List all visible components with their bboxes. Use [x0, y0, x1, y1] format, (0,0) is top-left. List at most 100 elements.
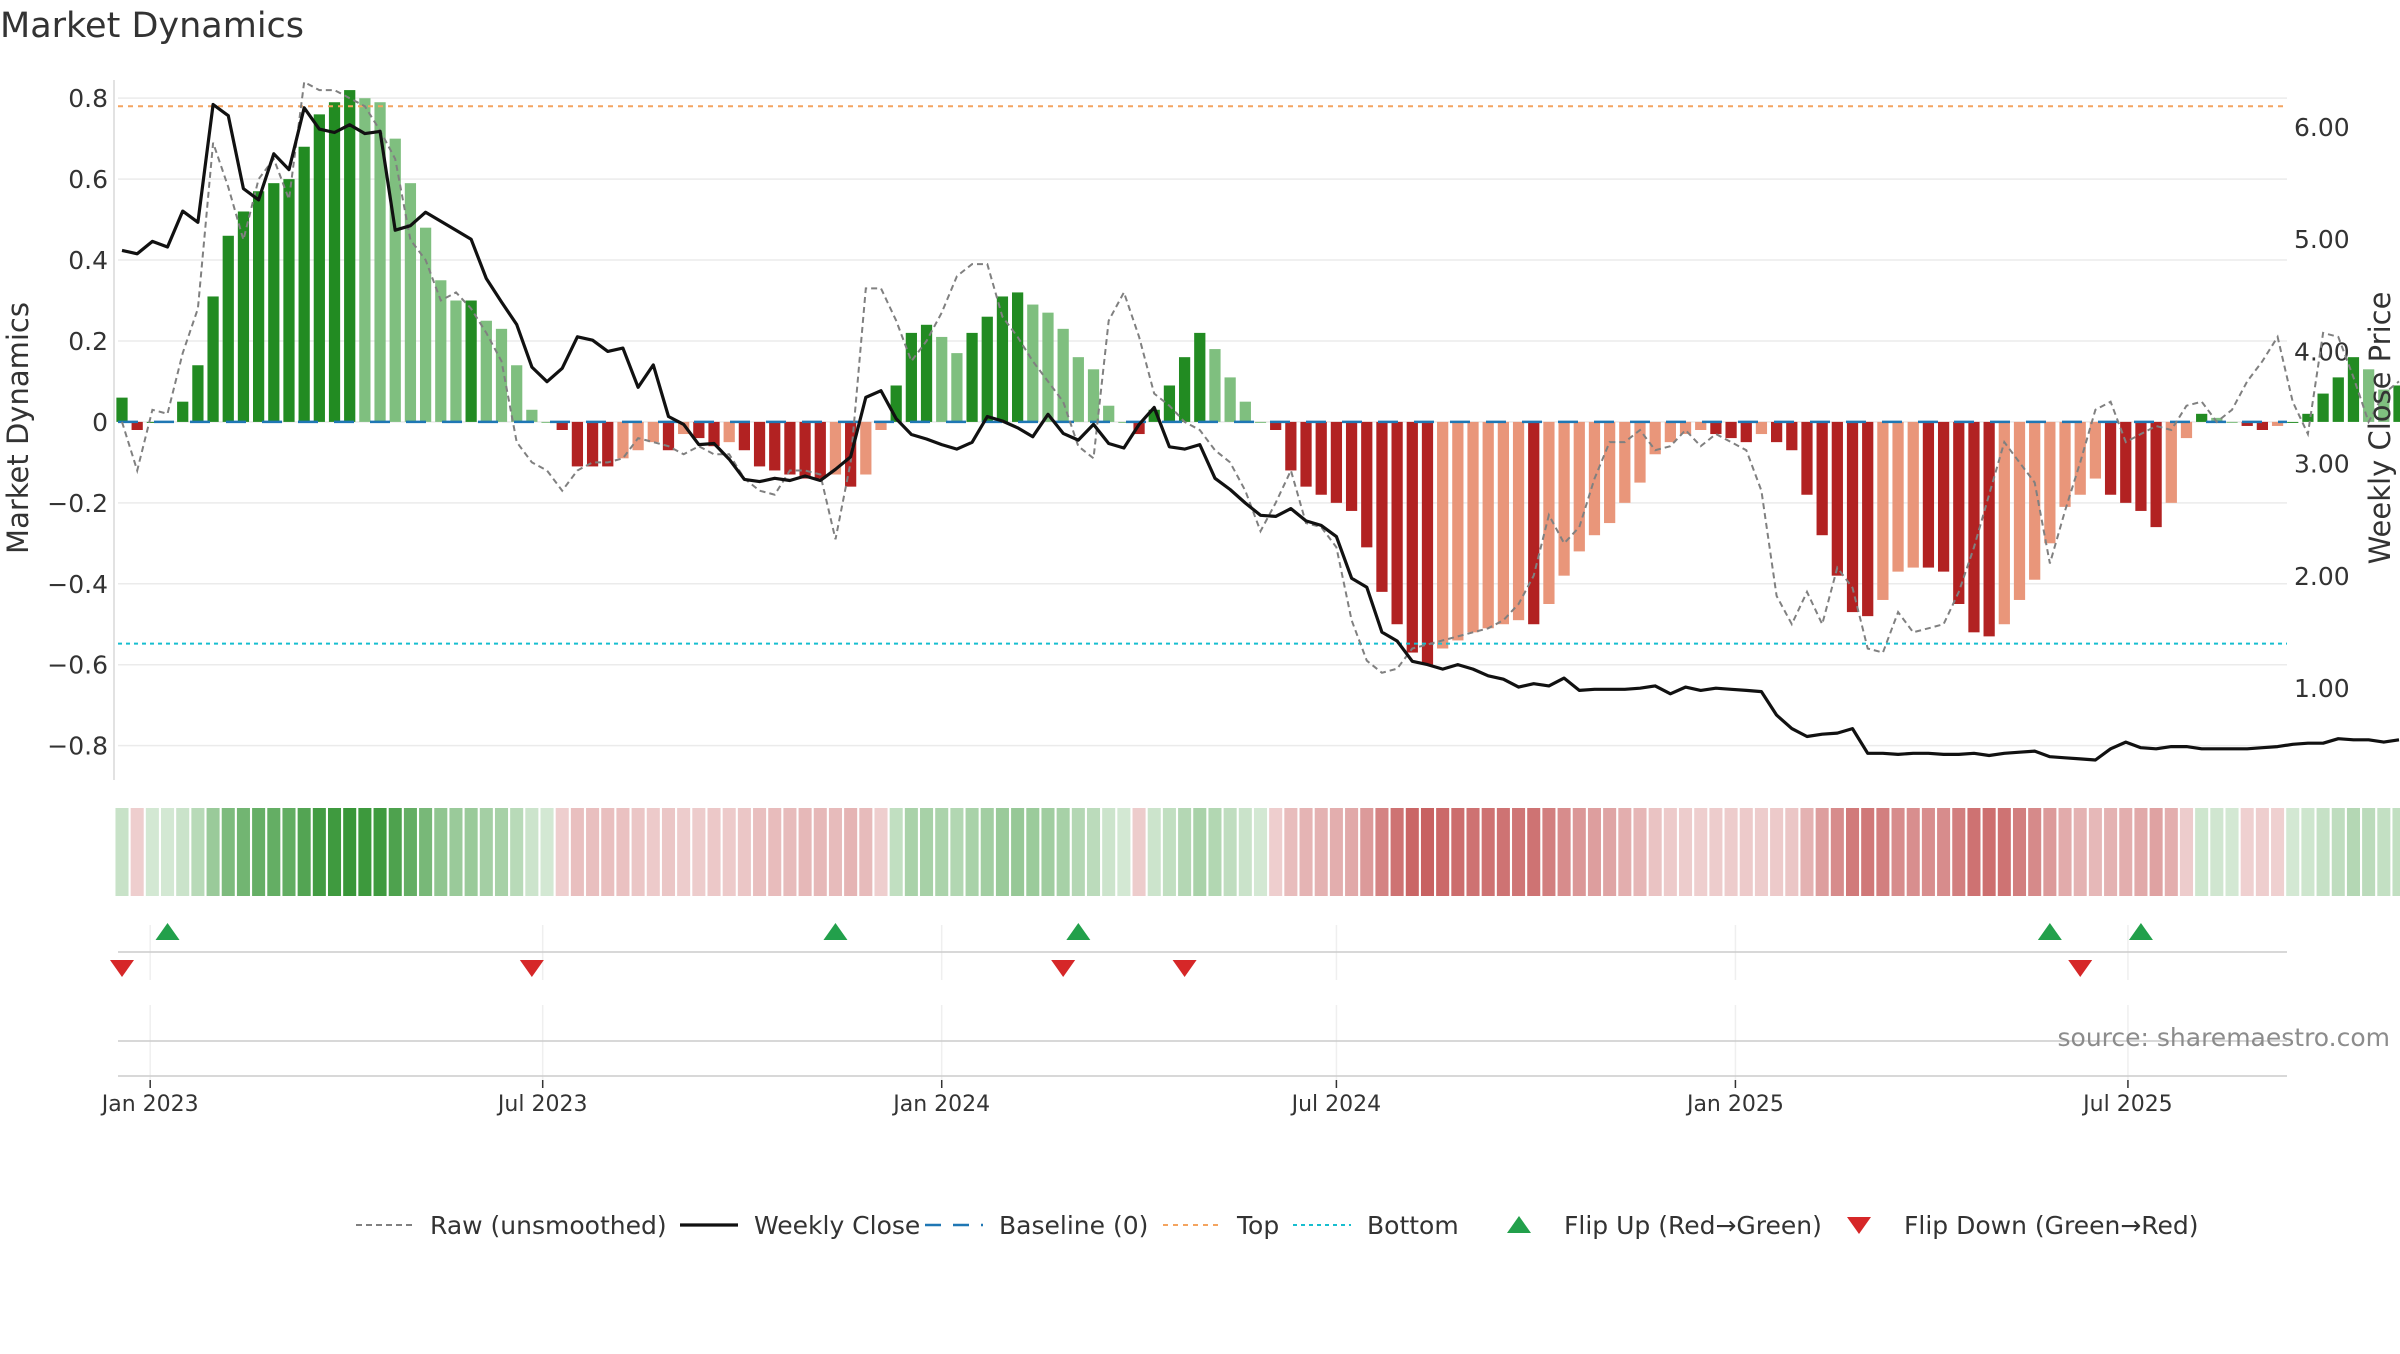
- dynamics-bar: [1907, 421, 1919, 568]
- regime-strip-cell: [1982, 808, 1996, 896]
- legend-flip-up-symbol: [1507, 1216, 1531, 1233]
- y-tick-label-left: 0.8: [68, 84, 108, 113]
- dynamics-bar: [723, 421, 735, 443]
- dynamics-bar: [1604, 421, 1616, 524]
- regime-strip-cell: [737, 808, 751, 896]
- dynamics-bar: [1634, 421, 1646, 483]
- regime-strip-cell: [510, 808, 524, 896]
- dynamics-bar: [177, 401, 189, 422]
- regime-strip-cell: [1011, 808, 1025, 896]
- regime-strip-cell: [1360, 808, 1374, 896]
- regime-strip-cell: [1694, 808, 1708, 896]
- dynamics-bar: [253, 191, 265, 422]
- dynamics-bar: [1862, 421, 1874, 617]
- regime-strip-cell: [1436, 808, 1450, 896]
- regime-strip-cell: [297, 808, 311, 896]
- regime-strip-cell: [783, 808, 797, 896]
- dynamics-bar: [2044, 421, 2056, 544]
- raw-unsmoothed-line: [121, 80, 2400, 674]
- regime-strip-cell: [2210, 808, 2224, 896]
- dynamics-bar: [1072, 357, 1084, 422]
- dynamics-bar: [708, 421, 720, 447]
- regime-strip-cell: [1679, 808, 1693, 896]
- dynamics-bar: [192, 365, 204, 422]
- dynamics-bar: [2089, 421, 2102, 479]
- dynamics-bar: [2013, 421, 2026, 600]
- regime-strip-cell: [1937, 808, 1951, 896]
- regime-strip-cell: [1223, 808, 1237, 896]
- dynamics-bar: [1877, 421, 1889, 600]
- regime-strip-cell: [191, 808, 205, 896]
- regime-strip-cell: [1785, 808, 1799, 896]
- dynamics-bar: [1148, 409, 1160, 422]
- dynamics-bar: [1755, 421, 1768, 435]
- x-tick-label: Jan 2024: [891, 1092, 990, 1117]
- y-tick-label-left: −0.8: [47, 732, 108, 761]
- dynamics-bar: [511, 365, 523, 422]
- dynamics-bar: [344, 90, 356, 422]
- dynamics-bar: [753, 421, 766, 467]
- regime-strip-cell: [1481, 808, 1495, 896]
- regime-strip-cell: [525, 808, 539, 896]
- legend-label: Raw (unsmoothed): [430, 1211, 667, 1240]
- regime-strip-cell: [2392, 808, 2400, 896]
- regime-strip-cell: [722, 808, 736, 896]
- regime-strip-cell: [555, 808, 569, 896]
- regime-strip-cell: [1739, 808, 1753, 896]
- regime-strip-cell: [1770, 808, 1784, 896]
- regime-strip-cell: [1952, 808, 1966, 896]
- dynamics-bar: [1285, 421, 1297, 471]
- dynamics-bar: [1087, 369, 1100, 422]
- dynamics-bar: [1012, 292, 1024, 422]
- dynamics-bar: [526, 409, 538, 422]
- x-tick-label: Jul 2023: [496, 1092, 588, 1117]
- dynamics-bar: [1133, 421, 1145, 435]
- dynamics-bar: [1512, 421, 1525, 621]
- dynamics-bar: [920, 324, 933, 422]
- dynamics-bar: [1695, 421, 1707, 430]
- regime-strip-cell: [1375, 808, 1389, 896]
- legend-label: Top: [1236, 1211, 1279, 1240]
- dynamics-bar: [1664, 421, 1676, 443]
- regime-strip-cell: [1147, 808, 1161, 896]
- regime-strip-cell: [1572, 808, 1586, 896]
- series-lines: [118, 80, 2400, 762]
- regime-strip-cell: [995, 808, 1009, 896]
- dynamics-bar: [419, 227, 432, 422]
- regime-strip-cell: [1815, 808, 1829, 896]
- regime-strip-cell: [1496, 808, 1510, 896]
- dynamics-bar: [116, 397, 128, 422]
- dynamics-bar: [1027, 304, 1039, 422]
- dynamics-bar: [1163, 385, 1176, 422]
- dynamics-bar: [996, 296, 1009, 422]
- dynamics-bar: [268, 183, 280, 422]
- dynamics-bar: [1482, 421, 1494, 629]
- dynamics-bar: [586, 421, 599, 467]
- regime-strip-cell: [935, 808, 949, 896]
- dynamics-bar: [1391, 421, 1403, 625]
- regime-strip-cell: [1086, 808, 1101, 896]
- dynamics-bar: [678, 421, 690, 435]
- dynamics-bar: [2332, 377, 2344, 422]
- regime-strip-cell: [1451, 808, 1465, 896]
- dynamics-bar: [450, 300, 462, 422]
- regime-strip-cell: [267, 808, 281, 896]
- regime-strip-cell: [677, 808, 691, 896]
- dynamics-bar: [1983, 421, 1995, 637]
- dynamics-bar: [602, 421, 614, 467]
- dynamics-bar: [1528, 421, 1540, 625]
- dynamics-bar: [1209, 349, 1221, 422]
- dynamics-bar: [495, 328, 508, 422]
- x-axis: Jan 2023 Jul 2023 Jan 2024 Jul 2024 Jan 2025…: [100, 1080, 2173, 1117]
- regime-strip-cell: [2104, 808, 2118, 896]
- dynamics-bar: [359, 98, 371, 422]
- flip-up-marker: [823, 923, 848, 940]
- regime-strip-cell: [1269, 808, 1283, 896]
- dynamics-bar: [1573, 421, 1585, 552]
- dynamics-bar: [374, 102, 386, 422]
- regime-strip-cell: [145, 808, 159, 896]
- y-tick-label-right: 3.00: [2294, 450, 2350, 479]
- dynamics-bar: [1254, 421, 1267, 423]
- dynamics-bar: [1421, 421, 1434, 665]
- regime-strip-cell: [1071, 808, 1085, 896]
